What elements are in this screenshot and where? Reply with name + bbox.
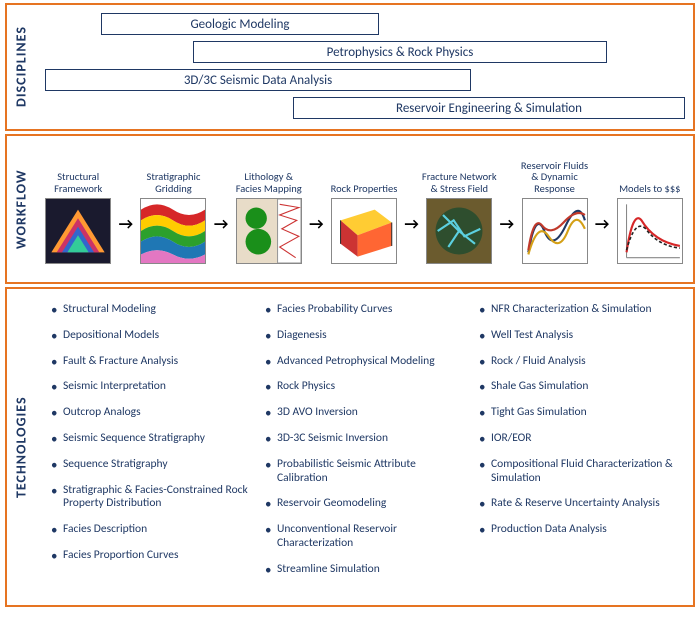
arrow-right-icon: → bbox=[404, 215, 418, 234]
technology-column: Structural Modeling Depositional Models Fa… bbox=[43, 303, 257, 595]
technology-item: IOR/EOR bbox=[477, 432, 679, 446]
technology-item: Fault & Fracture Analysis bbox=[49, 355, 251, 369]
workflow-step-label: Models to $$$ bbox=[619, 155, 680, 195]
arrow-right-icon: → bbox=[309, 215, 323, 234]
workflow-thumbnail bbox=[426, 198, 492, 264]
technology-item: Well Test Analysis bbox=[477, 329, 679, 343]
technology-item: 3D AVO Inversion bbox=[263, 406, 465, 420]
workflow-thumbnail bbox=[236, 198, 302, 264]
technology-item: Diagenesis bbox=[263, 329, 465, 343]
technology-item: NFR Characterization & Simulation bbox=[477, 303, 679, 317]
technology-item: 3D-3C Seismic Inversion bbox=[263, 432, 465, 446]
technology-item: Tight Gas Simulation bbox=[477, 406, 679, 420]
technology-item: Probabilistic Seismic Attribute Calibrat… bbox=[263, 458, 465, 486]
technology-item: Shale Gas Simulation bbox=[477, 380, 679, 394]
technology-item: Depositional Models bbox=[49, 329, 251, 343]
workflow-step-label: Lithology & Facies Mapping bbox=[231, 155, 307, 195]
disciplines-title: DISCIPLINES bbox=[7, 5, 35, 129]
arrow-right-icon: → bbox=[119, 215, 133, 234]
technology-column: Facies Probability Curves Diagenesis Advan… bbox=[257, 303, 471, 595]
workflow-step: Models to $$$ bbox=[612, 155, 688, 264]
technology-item: Facies Proportion Curves bbox=[49, 549, 251, 563]
technology-item: Advanced Petrophysical Modeling bbox=[263, 355, 465, 369]
disciplines-panel: DISCIPLINES Geologic Modeling Petrophysic… bbox=[5, 3, 695, 131]
workflow-body: Structural Framework → Stratigraphic Gridd… bbox=[35, 136, 693, 282]
technology-item: Structural Modeling bbox=[49, 303, 251, 317]
workflow-panel: WORKFLOW Structural Framework → Stratigrap… bbox=[5, 134, 695, 284]
technology-item: Compositional Fluid Characterization & S… bbox=[477, 458, 679, 486]
workflow-step-label: Structural Framework bbox=[40, 155, 116, 195]
workflow-step: Lithology & Facies Mapping bbox=[231, 155, 307, 264]
technology-item: Rock / Fluid Analysis bbox=[477, 355, 679, 369]
technology-item: Seismic Sequence Stratigraphy bbox=[49, 432, 251, 446]
arrow-right-icon: → bbox=[214, 215, 228, 234]
workflow-thumbnail bbox=[140, 198, 206, 264]
arrow-right-icon: → bbox=[500, 215, 514, 234]
workflow-thumbnail bbox=[522, 198, 588, 264]
technology-item: Unconventional Reservoir Characterizatio… bbox=[263, 523, 465, 551]
workflow-title: WORKFLOW bbox=[7, 136, 35, 282]
technologies-title: TECHNOLOGIES bbox=[7, 289, 35, 605]
technology-item: Stratigraphic & Facies-Constrained Rock … bbox=[49, 484, 251, 512]
workflow-step-label: Reservoir Fluids & Dynamic Response bbox=[517, 155, 593, 195]
workflow-step-label: Fracture Network & Stress Field bbox=[421, 155, 497, 195]
disciplines-body: Geologic Modeling Petrophysics & Rock Phy… bbox=[35, 5, 693, 129]
technologies-body: Structural Modeling Depositional Models Fa… bbox=[35, 289, 693, 605]
workflow-thumbnail bbox=[331, 198, 397, 264]
discipline-bar: Petrophysics & Rock Physics bbox=[193, 41, 607, 63]
arrow-right-icon: → bbox=[595, 215, 609, 234]
technology-item: Rock Physics bbox=[263, 380, 465, 394]
technology-item: Sequence Stratigraphy bbox=[49, 458, 251, 472]
discipline-bar: Geologic Modeling bbox=[101, 13, 379, 35]
technology-item: Reservoir Geomodeling bbox=[263, 497, 465, 511]
workflow-step-label: Stratigraphic Gridding bbox=[135, 155, 211, 195]
technology-item: Seismic Interpretation bbox=[49, 380, 251, 394]
workflow-step: Structural Framework bbox=[40, 155, 116, 264]
technology-item: Facies Probability Curves bbox=[263, 303, 465, 317]
workflow-step: Rock Properties bbox=[326, 155, 402, 264]
workflow-step: Stratigraphic Gridding bbox=[135, 155, 211, 264]
workflow-step: Fracture Network & Stress Field bbox=[421, 155, 497, 264]
technology-item: Production Data Analysis bbox=[477, 523, 679, 537]
technology-item: Streamline Simulation bbox=[263, 563, 465, 577]
workflow-thumbnail bbox=[45, 198, 111, 264]
workflow-step: Reservoir Fluids & Dynamic Response bbox=[517, 155, 593, 264]
technology-item: Outcrop Analogs bbox=[49, 406, 251, 420]
technologies-panel: TECHNOLOGIES Structural Modeling Depositi… bbox=[5, 287, 695, 607]
technology-column: NFR Characterization & Simulation Well Te… bbox=[471, 303, 685, 595]
workflow-thumbnail bbox=[617, 198, 683, 264]
workflow-step-label: Rock Properties bbox=[331, 155, 398, 195]
technology-item: Facies Description bbox=[49, 523, 251, 537]
technology-item: Rate & Reserve Uncertainty Analysis bbox=[477, 497, 679, 511]
discipline-bar: Reservoir Engineering & Simulation bbox=[293, 97, 685, 119]
discipline-bar: 3D/3C Seismic Data Analysis bbox=[45, 69, 471, 91]
